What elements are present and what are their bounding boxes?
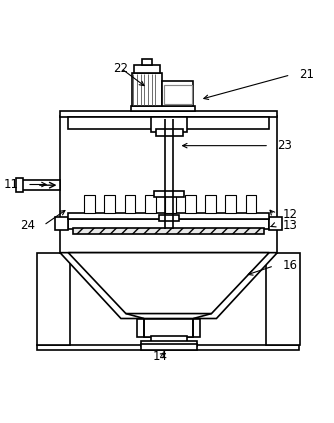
Text: 14: 14 bbox=[153, 350, 168, 363]
Text: 11: 11 bbox=[4, 178, 19, 191]
Bar bbox=[151, 117, 187, 132]
Bar bbox=[137, 319, 200, 337]
Polygon shape bbox=[60, 253, 277, 319]
Bar bbox=[55, 217, 68, 230]
Bar bbox=[60, 116, 277, 253]
Bar bbox=[141, 344, 197, 350]
Bar bbox=[162, 82, 193, 106]
Bar bbox=[37, 345, 299, 350]
Bar bbox=[133, 73, 162, 106]
Bar bbox=[156, 129, 182, 136]
Bar bbox=[131, 106, 195, 111]
Bar bbox=[142, 59, 152, 65]
Bar bbox=[269, 217, 282, 230]
Polygon shape bbox=[68, 253, 269, 313]
Text: 16: 16 bbox=[282, 259, 297, 272]
Text: 13: 13 bbox=[282, 219, 297, 232]
Bar bbox=[205, 195, 216, 214]
Bar bbox=[68, 220, 269, 228]
Bar bbox=[68, 214, 269, 220]
Bar bbox=[17, 180, 60, 190]
Bar bbox=[73, 228, 264, 234]
Bar bbox=[159, 215, 179, 221]
Bar bbox=[125, 195, 135, 214]
Bar bbox=[164, 85, 192, 104]
Bar bbox=[151, 336, 187, 349]
Bar bbox=[134, 65, 160, 73]
Bar bbox=[141, 341, 197, 346]
Text: 12: 12 bbox=[282, 208, 297, 221]
Text: 23: 23 bbox=[277, 139, 292, 152]
Bar bbox=[16, 178, 23, 192]
Bar bbox=[266, 253, 300, 345]
Bar bbox=[154, 191, 184, 198]
Bar bbox=[225, 195, 236, 214]
Bar bbox=[144, 319, 193, 337]
Bar bbox=[104, 195, 115, 214]
Bar bbox=[84, 195, 95, 214]
Bar bbox=[60, 111, 277, 117]
Text: 21: 21 bbox=[299, 69, 314, 81]
Bar bbox=[245, 195, 257, 214]
Text: 24: 24 bbox=[20, 219, 35, 232]
Bar bbox=[145, 195, 156, 214]
Bar bbox=[68, 117, 269, 129]
Bar bbox=[165, 195, 176, 214]
Text: 22: 22 bbox=[114, 62, 129, 75]
Bar bbox=[185, 195, 196, 214]
Bar bbox=[37, 253, 70, 345]
